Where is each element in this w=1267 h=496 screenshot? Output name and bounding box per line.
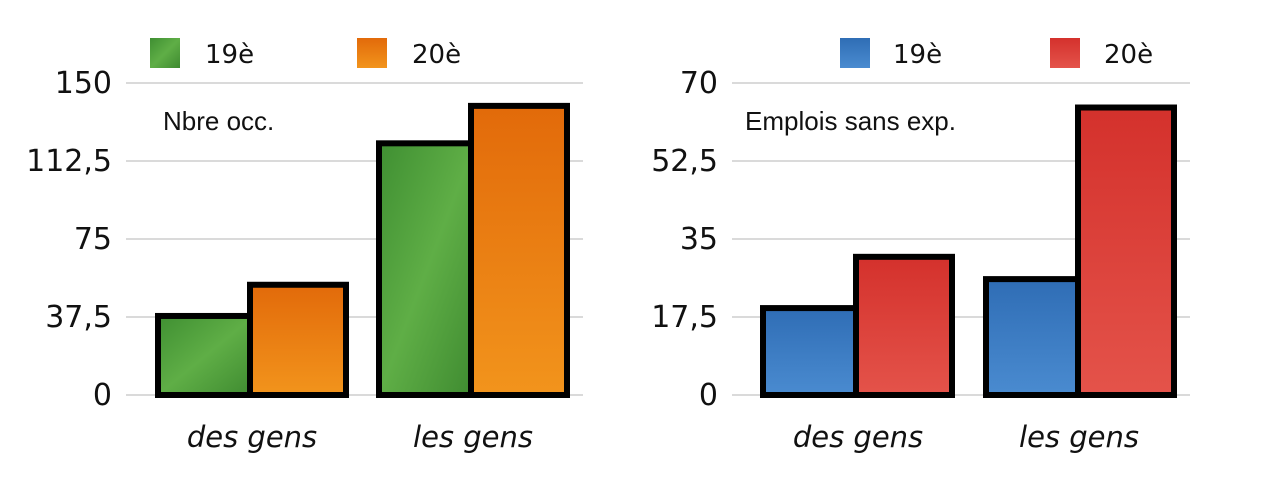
bar-19e-des-gens [760,305,862,399]
x-axis: des gens les gens [187,420,533,454]
x-category-label: les gens [1019,420,1139,454]
legend-label-19e: 19è [205,40,254,70]
y-tick-label: 150 [55,66,112,101]
bars [155,102,570,399]
legend-swatch-19e [150,38,180,68]
y-tick-label: 70 [680,66,718,101]
legend: 19è 20è [150,38,461,70]
x-category-label: des gens [793,420,923,454]
y-axis: 0 17,5 35 52,5 70 [651,66,718,413]
chart-annotation: Nbre occ. [163,106,274,136]
bar-19e-les-gens [376,140,478,398]
y-tick-label: 0 [93,378,112,413]
y-tick-label: 75 [74,222,112,257]
legend-swatch-20e [357,38,387,68]
bar-20e-les-gens [1075,104,1177,398]
x-category-label: des gens [187,420,317,454]
bars [760,104,1177,399]
y-axis: 0 37,5 75 112,5 150 [26,66,112,413]
legend-swatch-20e [1050,38,1080,68]
x-axis: des gens les gens [793,420,1139,454]
y-tick-label: 112,5 [26,144,112,179]
chart-annotation: Emplois sans exp. [745,106,956,136]
bar-20e-des-gens [853,253,955,399]
legend-label-19e: 19è [893,40,942,70]
x-category-label: les gens [413,420,533,454]
chart-panel-occurrences: 19è 20è 0 37,5 75 112,5 150 Nbre occ. de… [26,38,583,454]
legend-label-20e: 20è [1104,40,1153,70]
bar-19e-les-gens [983,276,1085,398]
y-tick-label: 0 [699,378,718,413]
y-tick-label: 35 [680,222,718,257]
chart-panel-emplois: 19è 20è 0 17,5 35 52,5 70 Emplois sans e… [651,38,1190,454]
bar-19e-des-gens [155,312,257,398]
legend-swatch-19e [840,38,870,68]
legend: 19è 20è [840,38,1153,70]
y-tick-label: 52,5 [651,144,718,179]
y-tick-label: 37,5 [45,300,112,335]
legend-label-20e: 20è [412,40,461,70]
bar-20e-des-gens [247,281,349,399]
bar-20e-les-gens [468,102,570,398]
y-tick-label: 17,5 [651,300,718,335]
